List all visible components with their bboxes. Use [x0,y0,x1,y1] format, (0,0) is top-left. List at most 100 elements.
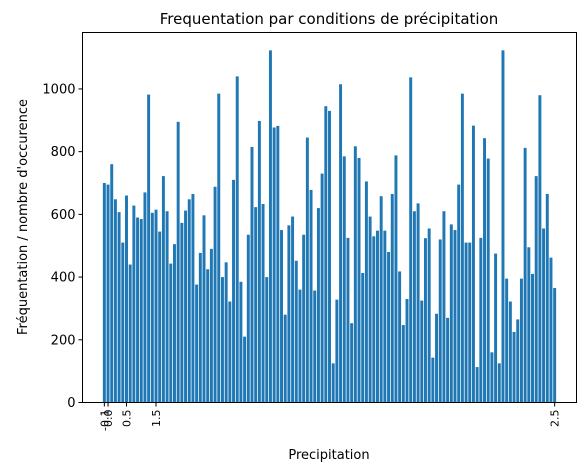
bar-69 [357,157,361,403]
bar-79 [394,155,398,403]
bar-101 [475,367,479,403]
bar-62 [331,363,335,403]
bar-8 [132,205,136,403]
bar-10 [139,219,143,403]
bar-118 [538,95,542,403]
bar-11 [143,192,147,403]
bar-38 [243,336,247,403]
bar-80 [398,271,402,403]
bar-88 [427,228,431,403]
bar-33 [224,262,228,403]
bar-41 [254,207,258,403]
bar-56 [309,189,313,403]
bar-27 [202,215,206,403]
bar-104 [486,158,490,403]
bar-53 [298,289,302,403]
bar-13 [150,212,154,403]
bar-93 [446,317,450,403]
x-tick-label-3: 1.5 [150,410,163,428]
bar-22 [184,210,188,403]
bar-36 [235,76,239,403]
bar-18 [169,263,173,403]
bar-121 [549,257,553,403]
bar-48 [280,230,283,403]
bar-9 [136,217,140,403]
bar-6 [125,195,128,403]
bar-92 [442,211,446,403]
chart-title: Frequentation par conditions de précipit… [160,10,499,28]
bar-108 [501,50,505,403]
bar-59 [320,173,324,403]
bar-57 [313,290,317,403]
bar-49 [283,314,287,403]
bar-95 [453,230,457,403]
bar-64 [339,84,343,403]
bar-24 [191,193,195,403]
bar-42 [257,120,261,403]
bar-14 [154,209,158,403]
bar-25 [195,284,199,403]
bar-74 [376,230,379,403]
bar-52 [294,260,298,403]
bar-60 [324,106,328,403]
bar-106 [494,253,498,403]
bar-99 [468,242,472,403]
bar-107 [497,363,501,403]
bar-44 [265,277,269,403]
bar-86 [420,300,424,403]
bar-116 [531,273,534,403]
bar-26 [198,252,202,403]
bar-12 [147,94,151,403]
y-tick-label-2: 400 [51,271,76,286]
x-tick-label-1: 0.0 [102,410,115,428]
bar-21 [180,222,184,403]
bar-34 [228,301,232,403]
bar-78 [390,193,394,403]
bar-102 [479,237,483,403]
bar-112 [516,319,520,403]
bar-115 [527,247,531,403]
x-tick-label-4: 2.5 [549,410,562,428]
bar-100 [471,125,475,403]
bar-113 [519,278,523,403]
bar-87 [423,238,427,403]
bar-55 [305,137,309,403]
bar-31 [217,93,221,403]
bar-46 [272,127,276,403]
bar-4 [117,212,121,403]
y-tick-label-3: 600 [51,208,76,223]
x-tick-label-2: 0.5 [120,410,133,428]
bar-111 [512,331,516,403]
bar-23 [187,199,191,403]
bar-3 [113,199,117,403]
bar-96 [457,184,461,403]
bar-89 [431,357,435,403]
bar-73 [372,236,376,403]
bar-81 [401,325,405,403]
bar-2 [110,164,114,403]
bar-43 [261,204,265,403]
bar-30 [213,186,217,403]
bar-98 [464,242,468,403]
y-tick-label-0: 0 [67,396,75,411]
bar-63 [335,299,339,403]
bar-75 [379,196,383,403]
x-axis-ticks: -0.10.0 0.5 1.5 2.5 [98,402,562,431]
bar-61 [328,110,331,403]
bar-85 [416,203,420,403]
bar-103 [483,138,486,403]
bar-15 [158,231,162,403]
bar-72 [368,216,372,403]
bar-58 [316,208,320,403]
bar-94 [449,224,453,403]
bar-65 [342,156,346,403]
bar-117 [534,176,538,403]
bar-76 [383,230,387,403]
plot-frame [82,32,577,403]
bar-70 [361,273,365,403]
bar-50 [287,225,291,403]
bar-91 [438,239,442,403]
bar-119 [542,228,546,403]
